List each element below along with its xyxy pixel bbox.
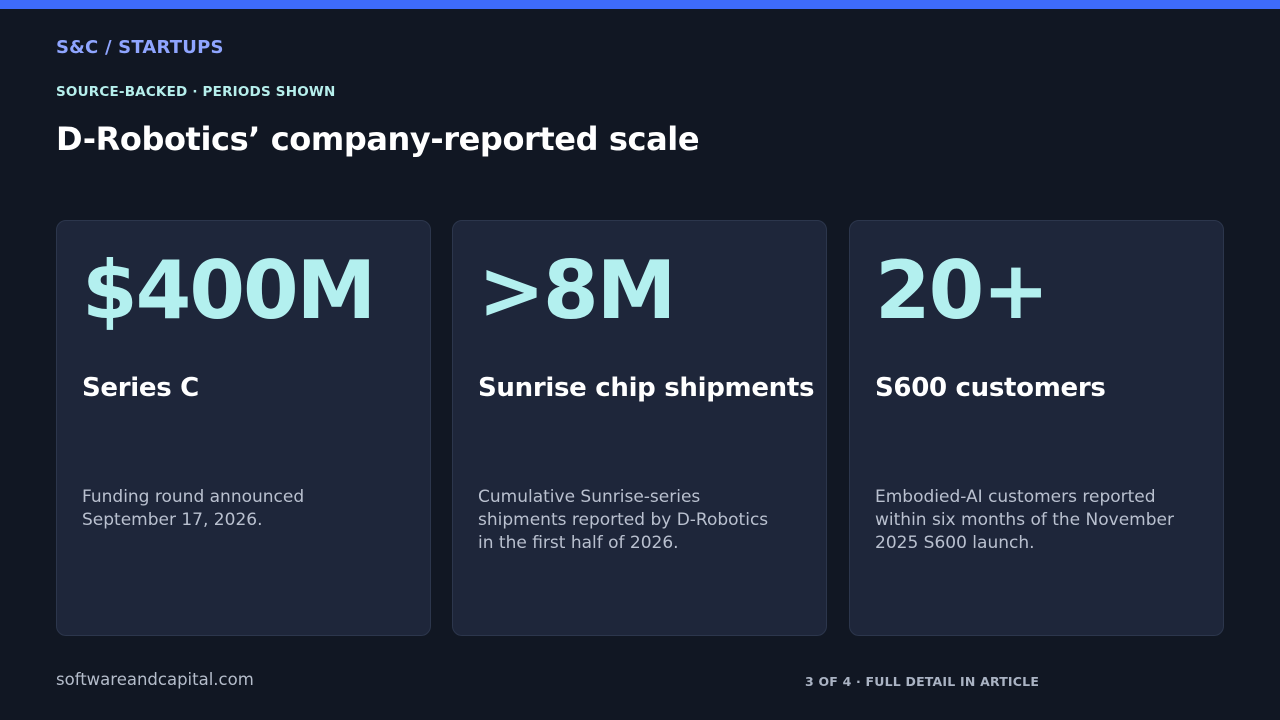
stat-description: Cumulative Sunrise-series shipments repo…	[478, 487, 769, 553]
page-title: D-Robotics’ company-reported scale	[56, 120, 700, 158]
page-indicator: 3 OF 4 · FULL DETAIL IN ARTICLE	[805, 674, 1040, 689]
stat-value: >8M	[478, 244, 676, 337]
stat-card-s600-customers: 20+ S600 customers Embodied-AI customers…	[849, 220, 1224, 636]
stat-cards: $400M Series C Funding round announced S…	[56, 220, 1224, 636]
stat-label: Sunrise chip shipments	[478, 373, 815, 403]
stat-description: Funding round announced September 17, 20…	[82, 487, 305, 530]
stat-value: 20+	[875, 244, 1049, 337]
stat-card-chip-shipments: >8M Sunrise chip shipments Cumulative Su…	[452, 220, 827, 636]
site-url: softwareandcapital.com	[56, 670, 254, 689]
brand-label: S&C / STARTUPS	[56, 37, 224, 58]
stat-label: S600 customers	[875, 373, 1106, 403]
stat-card-series-c: $400M Series C Funding round announced S…	[56, 220, 431, 636]
accent-bar	[0, 0, 1280, 9]
kicker-label: SOURCE-BACKED · PERIODS SHOWN	[56, 84, 336, 100]
stat-label: Series C	[82, 373, 199, 403]
stat-value: $400M	[82, 244, 376, 337]
stat-description: Embodied-AI customers reported within si…	[875, 487, 1174, 553]
